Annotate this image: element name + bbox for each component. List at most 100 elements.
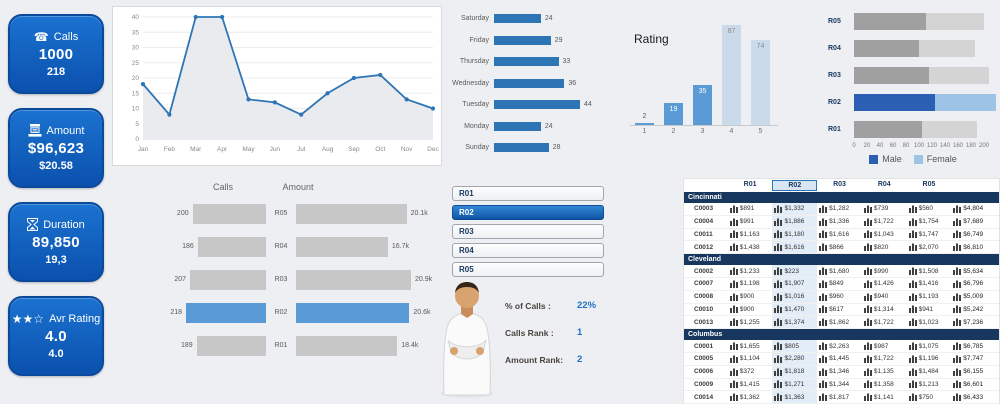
kpi-value: $96,623	[27, 140, 85, 157]
gender-stacked-bar	[854, 40, 975, 57]
calls-rank-row: Calls Rank : 1	[505, 327, 645, 338]
cell-value: $987	[873, 342, 889, 350]
weekday-label: Saturday	[460, 15, 489, 23]
person-photo-svg	[441, 282, 493, 398]
rating-bar-slot: 19	[659, 103, 688, 125]
kpi-title: Calls	[53, 30, 79, 43]
column-header-r05: R05	[922, 181, 936, 188]
value-cell-r05: $941	[907, 304, 952, 316]
value-cell-r03: $866	[817, 241, 862, 253]
mini-bars-icon	[863, 393, 872, 402]
cell-value: $1,817	[829, 393, 850, 401]
weekday-value: 33	[562, 58, 571, 66]
total-value: $6,796	[963, 280, 984, 288]
customer-code: C0005	[694, 355, 714, 363]
slicer-item-r03[interactable]: R03	[452, 224, 604, 239]
mini-bars-icon	[908, 380, 917, 389]
mini-bars-icon	[819, 230, 828, 239]
mini-bars-icon	[863, 280, 872, 288]
value-cell-r05: $750	[907, 391, 952, 403]
weekday-row: Sunday 28	[452, 137, 622, 159]
value-cell-r05: $1,075	[907, 340, 952, 352]
male-segment	[854, 121, 923, 138]
cell-value: $1,358	[873, 380, 894, 388]
table-row: C0014 $1,362 $1,363 $1,817 $1,141 $750 $6,433	[684, 391, 999, 404]
customer-code: C0011	[694, 230, 713, 238]
rating-bar-slot: 35	[688, 84, 717, 125]
mini-bars-icon	[908, 393, 917, 402]
value-cell-r02: $1,363	[772, 391, 818, 404]
percent-of-calls-row: % of Calls : 22%	[505, 300, 645, 311]
cell-value: $1,075	[918, 342, 939, 350]
total-value: $5,242	[963, 305, 984, 313]
cell-value: $617	[829, 305, 844, 313]
tornado-row-r01: 189 R01 18.4k	[162, 329, 448, 362]
weekday-row: Tuesday 44	[452, 94, 622, 116]
gender-row-r04: R04	[828, 35, 998, 62]
mini-bars-icon	[908, 318, 917, 327]
weekday-row: Monday 24	[452, 116, 622, 138]
tornado-row-r03: 207 R03 20.9k	[162, 263, 448, 296]
mini-bars-icon	[819, 243, 828, 252]
value-cell-r01: $1,415	[728, 379, 773, 391]
mini-bars-icon	[863, 355, 872, 363]
mini-bars-icon	[819, 218, 828, 226]
svg-text:Nov: Nov	[401, 146, 413, 153]
calls-bar-cell: 189	[162, 335, 266, 356]
value-cell-r02: $1,271	[772, 378, 818, 391]
slicer-item-r04[interactable]: R04	[452, 243, 604, 258]
calls-bar	[196, 335, 266, 356]
mini-bars-icon	[774, 380, 783, 389]
cell-value: $960	[829, 293, 844, 301]
amount-bar	[296, 236, 388, 257]
weekday-label: Friday	[469, 36, 489, 44]
legend-item-male: Male	[869, 154, 902, 164]
weekday-bar	[494, 35, 551, 45]
male-segment	[854, 13, 926, 30]
cell-value: $1,344	[829, 380, 850, 388]
mini-bars-icon	[908, 293, 917, 301]
value-cell-r04: $739	[862, 203, 907, 215]
mini-bars-icon	[863, 243, 872, 252]
value-cell-r04: $1,043	[862, 229, 907, 241]
mini-bars-icon	[953, 267, 962, 276]
svg-text:0: 0	[135, 136, 139, 143]
amount-value-label: 16.7k	[391, 243, 409, 250]
mini-bars-icon	[729, 293, 738, 301]
value-cell-r02: $1,332	[772, 203, 818, 215]
table-row: C0005 $1,104 $2,280 $1,445 $1,722 $1,196 $7,74…	[684, 352, 999, 366]
mini-bars-icon	[908, 368, 917, 376]
kpi-title: Amount	[46, 124, 85, 137]
weekday-calls-chart: Saturday 24 Friday 29 Thursday 33 Wednesday 36 T…	[452, 8, 622, 160]
amount-bar	[296, 203, 407, 224]
kpi-value: 1000	[38, 45, 74, 63]
slicer-item-r05[interactable]: R05	[452, 262, 604, 277]
gender-axis-tick: 100	[913, 143, 925, 149]
mini-bars-icon	[729, 280, 738, 288]
value-cell-r03: $1,817	[817, 391, 862, 403]
cell-value: $1,426	[873, 280, 894, 288]
mini-bars-icon	[729, 368, 738, 376]
mini-bars-icon	[953, 342, 962, 351]
svg-text:Aug: Aug	[322, 146, 334, 153]
mini-bars-icon	[819, 380, 828, 389]
rating-bar	[722, 24, 741, 125]
total-cell: $6,749	[951, 229, 999, 241]
cell-value: $1,104	[739, 355, 760, 363]
calls-bar-cell: 218	[162, 302, 266, 323]
value-cell-r05: $1,213	[907, 379, 952, 391]
value-cell-r01: $1,438	[728, 241, 773, 253]
amount-value-label: 20.6k	[413, 309, 431, 316]
slicer-item-r01[interactable]: R01	[452, 186, 604, 201]
mini-bars-icon	[819, 280, 828, 288]
mini-bars-icon	[729, 318, 738, 327]
value-cell-r01: $372	[728, 366, 773, 378]
female-segment	[919, 40, 975, 57]
rating-axis-label: 5	[758, 128, 763, 135]
cell-value: $1,415	[739, 380, 760, 388]
mini-bars-icon	[819, 267, 828, 276]
total-value: $6,155	[963, 368, 984, 376]
cell-value: $372	[739, 368, 755, 376]
tornado-category-label: R04	[274, 243, 288, 250]
slicer-item-r02[interactable]: R02	[452, 205, 604, 220]
